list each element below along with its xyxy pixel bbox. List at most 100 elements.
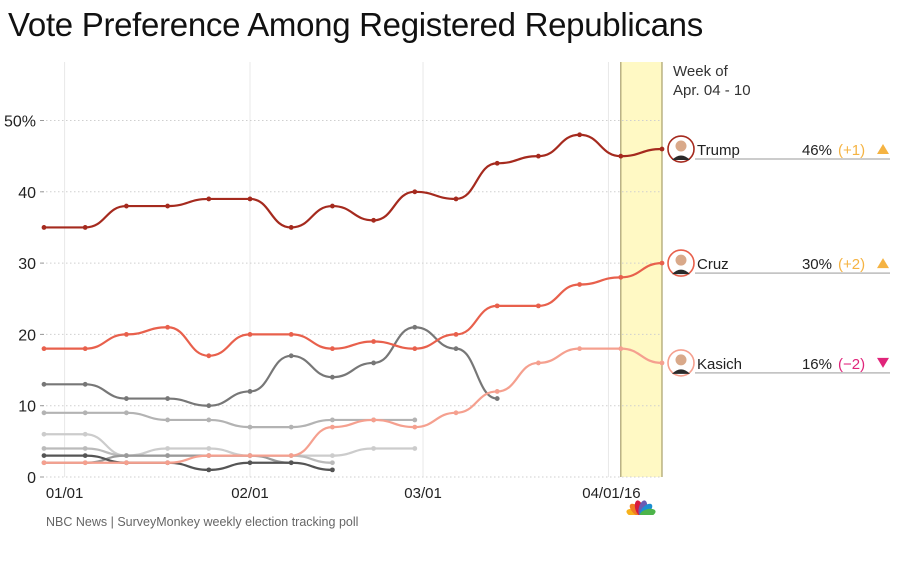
data-point xyxy=(82,225,88,230)
data-point xyxy=(165,453,171,459)
data-point xyxy=(82,446,88,451)
data-point xyxy=(247,332,253,337)
legend-change: (+1) xyxy=(838,142,865,159)
data-point xyxy=(124,332,129,337)
x-tick-label: 04/01/16 xyxy=(582,485,640,502)
data-point xyxy=(41,346,47,352)
legend-name: Cruz xyxy=(697,256,729,273)
data-point xyxy=(247,389,253,394)
data-point xyxy=(206,417,212,423)
legend-value: 30% xyxy=(802,256,832,273)
data-point xyxy=(124,460,129,466)
y-tick-label: 20 xyxy=(18,327,36,344)
avatar-shoulders-icon xyxy=(672,369,690,374)
data-point xyxy=(659,260,665,266)
data-point xyxy=(288,460,294,466)
source-note: NBC News | SurveyMonkey weekly election … xyxy=(46,515,359,529)
series-cruz xyxy=(41,260,665,359)
legend-change: (+2) xyxy=(838,256,865,273)
y-tick-label: 30 xyxy=(18,256,36,273)
logo-mask xyxy=(619,515,663,527)
data-point xyxy=(165,460,171,466)
data-point xyxy=(41,460,47,466)
triangle-down-icon xyxy=(877,357,889,368)
data-point xyxy=(371,417,376,423)
data-point xyxy=(494,303,500,309)
series-other-3 xyxy=(41,410,418,430)
data-point xyxy=(536,153,541,159)
data-point xyxy=(247,424,253,430)
avatar-face-icon xyxy=(675,354,687,366)
week-label-line2: Apr. 04 - 10 xyxy=(673,82,751,99)
data-point xyxy=(330,417,335,423)
data-point xyxy=(453,196,459,202)
series-carson xyxy=(41,324,500,409)
triangle-up-icon xyxy=(877,258,889,269)
data-point xyxy=(577,346,582,352)
data-point xyxy=(288,453,294,459)
data-point xyxy=(330,453,335,459)
data-point xyxy=(330,346,335,352)
data-point xyxy=(536,360,541,366)
data-point xyxy=(330,203,335,209)
series-line xyxy=(44,133,663,229)
data-point xyxy=(206,446,212,451)
data-point xyxy=(82,346,88,352)
series-line xyxy=(44,454,333,471)
data-point xyxy=(618,346,624,352)
data-point xyxy=(330,467,335,473)
y-tick-label: 10 xyxy=(18,399,36,416)
legend-trump: Trump 46% (+1) xyxy=(667,135,890,163)
data-point xyxy=(494,160,500,166)
chart-title: Vote Preference Among Registered Republi… xyxy=(8,6,703,43)
data-point xyxy=(206,353,212,359)
y-tick-label: 0 xyxy=(27,470,36,487)
data-point xyxy=(618,153,624,159)
series-other-1 xyxy=(41,431,418,459)
data-point xyxy=(288,424,294,430)
series-line xyxy=(43,262,663,357)
x-tick-label: 02/01 xyxy=(231,485,269,502)
data-point xyxy=(288,225,294,230)
data-point xyxy=(536,303,541,309)
data-point xyxy=(494,389,500,394)
data-point xyxy=(165,417,171,423)
data-point xyxy=(247,460,253,466)
data-point xyxy=(412,417,418,423)
avatar-shoulders-icon xyxy=(672,269,690,275)
avatar-face-icon xyxy=(675,140,687,152)
x-tick-label: 01/01 xyxy=(46,485,84,502)
data-point xyxy=(124,396,129,401)
data-point xyxy=(206,467,212,473)
x-tick-label: 03/01 xyxy=(404,485,442,502)
data-point xyxy=(41,381,47,387)
data-point xyxy=(412,424,418,430)
data-point xyxy=(577,282,582,287)
data-point xyxy=(453,410,459,416)
legend-change: (−2) xyxy=(838,356,865,373)
series-line xyxy=(44,347,663,464)
data-point xyxy=(82,431,88,437)
series-line xyxy=(44,326,498,407)
data-point xyxy=(577,132,582,138)
data-point xyxy=(371,339,376,344)
data-point xyxy=(453,332,459,337)
data-point xyxy=(82,460,88,466)
y-tick-label: 50% xyxy=(4,114,36,131)
data-point xyxy=(165,324,171,330)
data-point xyxy=(82,453,88,459)
series-kasich xyxy=(41,346,665,466)
legend-name: Kasich xyxy=(697,356,742,373)
data-point xyxy=(453,346,459,352)
data-point xyxy=(82,410,88,416)
data-point xyxy=(494,396,500,401)
data-point xyxy=(206,453,212,459)
data-point xyxy=(41,446,47,451)
data-point xyxy=(247,453,253,459)
legend-name: Trump xyxy=(697,142,740,159)
legend-value: 16% xyxy=(802,356,832,373)
data-point xyxy=(165,446,171,451)
data-point xyxy=(124,453,129,459)
series-line xyxy=(44,411,415,429)
triangle-up-icon xyxy=(877,144,889,155)
